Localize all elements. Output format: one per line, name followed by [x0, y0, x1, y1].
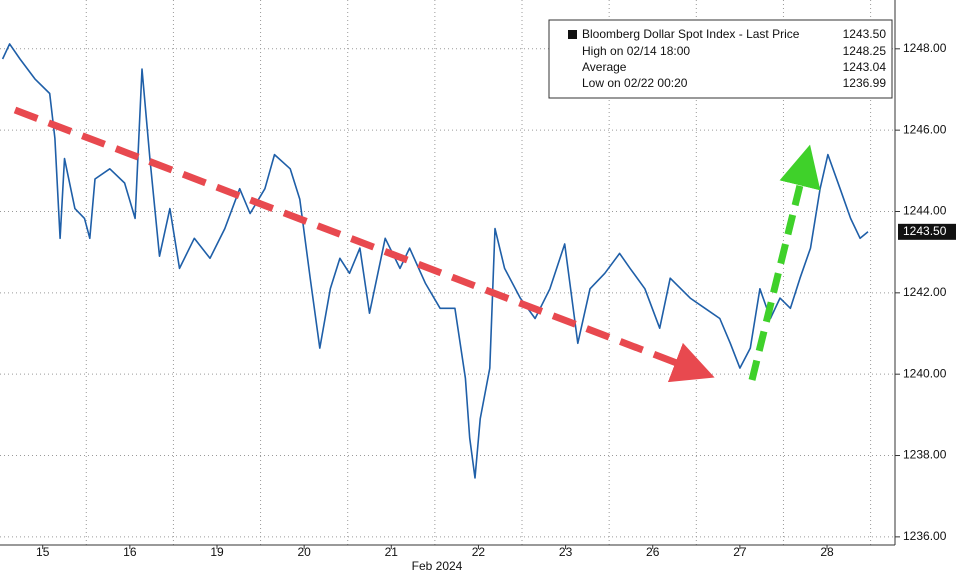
- x-tick-label: 23: [559, 545, 573, 559]
- legend-value: 1248.25: [843, 44, 887, 58]
- legend-title: Bloomberg Dollar Spot Index - Last Price: [582, 27, 800, 41]
- y-tick-label: 1240.00: [903, 366, 947, 380]
- annotation-arrow: [748, 144, 821, 381]
- x-tick-label: 27: [733, 545, 747, 559]
- y-tick-label: 1248.00: [903, 41, 947, 55]
- x-tick-label: 20: [297, 545, 311, 559]
- legend-label: Low on 02/22 00:20: [582, 76, 688, 90]
- x-axis-label: Feb 2024: [412, 559, 463, 573]
- legend-swatch: [568, 30, 577, 39]
- x-tick-label: 26: [646, 545, 660, 559]
- legend-label: Average: [582, 60, 627, 74]
- y-tick-label: 1238.00: [903, 448, 947, 462]
- x-tick-label: 16: [123, 545, 137, 559]
- y-tick-label: 1242.00: [903, 285, 947, 299]
- x-tick-label: 19: [210, 545, 224, 559]
- last-price-box: [898, 223, 956, 240]
- x-tick-label: 28: [820, 545, 834, 559]
- legend-value: 1236.99: [843, 76, 887, 90]
- legend-value: 1243.50: [843, 27, 887, 41]
- last-price-label: 1243.50: [903, 224, 947, 238]
- y-tick-label: 1236.00: [903, 529, 947, 543]
- legend-value: 1243.04: [843, 60, 887, 74]
- annotation-arrow: [13, 106, 715, 383]
- y-tick-label: 1244.00: [903, 204, 947, 218]
- price-line: [1, 43, 869, 479]
- y-tick-label: 1246.00: [903, 122, 947, 136]
- x-tick-label: 15: [36, 545, 50, 559]
- legend-box: [548, 19, 893, 99]
- x-tick-label: 22: [472, 545, 486, 559]
- x-tick-label: 21: [385, 545, 399, 559]
- legend: Bloomberg Dollar Spot Index - Last Price…: [548, 19, 893, 99]
- legend-label: High on 02/14 18:00: [582, 44, 690, 58]
